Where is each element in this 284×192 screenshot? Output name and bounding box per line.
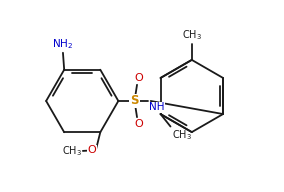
Text: O: O	[134, 119, 143, 129]
Text: O: O	[88, 145, 97, 155]
Text: CH$_3$: CH$_3$	[182, 29, 202, 42]
Text: NH: NH	[149, 102, 165, 112]
Text: O: O	[134, 73, 143, 83]
Text: CH$_3$: CH$_3$	[172, 128, 192, 142]
Text: S: S	[130, 94, 139, 108]
Text: CH$_3$: CH$_3$	[62, 144, 82, 158]
Text: NH$_2$: NH$_2$	[52, 37, 74, 51]
